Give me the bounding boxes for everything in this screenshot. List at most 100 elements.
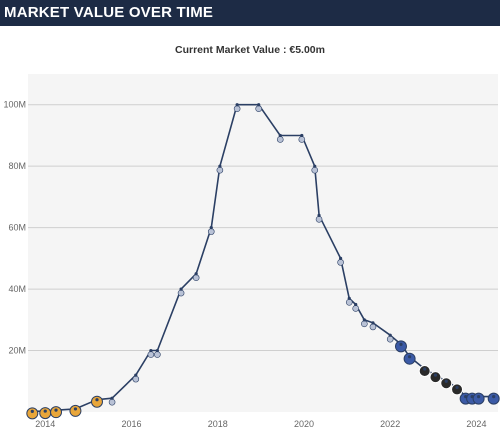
- club-badge-icon: [429, 371, 442, 384]
- data-point: [399, 342, 403, 346]
- data-point: [209, 226, 213, 230]
- data-point-marker[interactable]: [298, 133, 306, 143]
- data-point: [43, 409, 47, 413]
- club-badge-icon: [132, 375, 140, 383]
- data-point-marker[interactable]: [69, 404, 82, 417]
- y-tick-label: 80M: [8, 161, 26, 171]
- data-point: [110, 396, 114, 400]
- club-badge-icon: [386, 335, 394, 343]
- data-point: [313, 164, 317, 168]
- club-badge-icon: [394, 340, 407, 353]
- club-badge-icon: [418, 364, 431, 377]
- club-badge-icon: [39, 407, 52, 420]
- data-point-marker[interactable]: [154, 348, 161, 358]
- data-point-marker[interactable]: [451, 383, 464, 396]
- data-point: [257, 103, 261, 107]
- club-badge-icon: [487, 392, 500, 405]
- data-point-marker[interactable]: [369, 321, 377, 331]
- data-point-marker[interactable]: [90, 395, 103, 408]
- club-badge-icon: [207, 228, 215, 235]
- club-badge-icon: [337, 259, 344, 266]
- data-point-marker[interactable]: [361, 318, 368, 328]
- x-tick-label: 2016: [121, 419, 141, 429]
- club-badge-icon: [147, 351, 155, 358]
- club-badge-icon: [69, 404, 82, 417]
- data-point-marker[interactable]: [50, 406, 63, 419]
- data-point: [354, 302, 358, 307]
- club-badge-icon: [192, 274, 200, 282]
- data-point-marker[interactable]: [255, 103, 262, 113]
- data-point-marker[interactable]: [418, 364, 431, 377]
- data-point-marker[interactable]: [315, 213, 323, 223]
- club-badge-icon: [440, 377, 453, 390]
- club-badge-icon: [154, 351, 161, 358]
- data-point-marker[interactable]: [276, 133, 284, 143]
- data-point: [388, 333, 392, 337]
- data-point: [444, 379, 448, 383]
- data-point-marker[interactable]: [403, 352, 416, 365]
- data-point: [30, 409, 34, 413]
- data-point-marker[interactable]: [192, 272, 200, 282]
- data-point: [73, 407, 78, 411]
- y-tick-label: 100M: [3, 100, 26, 110]
- data-point-marker[interactable]: [26, 407, 39, 420]
- data-point-marker[interactable]: [216, 164, 224, 174]
- data-point-marker[interactable]: [394, 340, 407, 353]
- x-tick-label: 2020: [294, 419, 314, 429]
- current-market-value: Current Market Value : €5.00m: [175, 44, 325, 56]
- data-point-marker[interactable]: [472, 392, 485, 405]
- data-point-marker[interactable]: [108, 396, 116, 406]
- data-point: [54, 408, 58, 412]
- club-badge-icon: [233, 105, 241, 113]
- data-point-marker[interactable]: [337, 256, 344, 266]
- data-point: [347, 296, 351, 300]
- club-badge-icon: [216, 166, 224, 174]
- data-point: [339, 256, 343, 260]
- data-point: [155, 348, 159, 353]
- data-point: [300, 133, 304, 138]
- data-point-marker[interactable]: [207, 226, 215, 235]
- data-point: [433, 373, 438, 377]
- club-badge-icon: [315, 216, 323, 223]
- data-point-marker[interactable]: [311, 164, 319, 174]
- club-badge-icon: [403, 352, 416, 365]
- club-badge-icon: [352, 305, 360, 312]
- club-badge-icon: [108, 398, 116, 406]
- club-badge-icon: [369, 323, 377, 331]
- data-point: [218, 164, 222, 168]
- data-point: [194, 272, 198, 276]
- club-badge-icon: [276, 136, 284, 143]
- data-point: [423, 367, 427, 371]
- data-point-marker[interactable]: [233, 103, 241, 113]
- data-point-marker[interactable]: [352, 302, 360, 312]
- data-point-marker[interactable]: [132, 373, 140, 383]
- plot-area: [28, 74, 498, 412]
- data-point-marker[interactable]: [39, 407, 52, 420]
- data-point: [476, 395, 481, 399]
- x-tick-label: 2018: [208, 419, 228, 429]
- data-point-marker[interactable]: [345, 296, 353, 306]
- data-point: [149, 348, 153, 353]
- club-badge-icon: [298, 136, 306, 143]
- club-badge-icon: [255, 105, 262, 113]
- club-badge-icon: [311, 166, 319, 174]
- club-badge-icon: [50, 406, 63, 419]
- data-point: [235, 103, 239, 107]
- data-point-marker[interactable]: [429, 371, 442, 384]
- data-point: [371, 321, 375, 325]
- x-tick-label: 2022: [380, 419, 400, 429]
- data-point-marker[interactable]: [440, 377, 453, 390]
- section-header: MARKET VALUE OVER TIME: [0, 0, 500, 26]
- data-point-marker[interactable]: [177, 287, 185, 297]
- data-point-marker[interactable]: [487, 392, 500, 405]
- club-badge-icon: [26, 407, 39, 420]
- data-point: [455, 385, 459, 390]
- x-tick-label: 2014: [35, 419, 55, 429]
- data-point: [179, 287, 183, 291]
- data-point-marker[interactable]: [147, 348, 155, 358]
- club-badge-icon: [472, 392, 485, 405]
- y-tick-label: 60M: [8, 223, 26, 233]
- data-point: [95, 398, 99, 402]
- data-point-marker[interactable]: [386, 333, 394, 343]
- club-badge-icon: [451, 383, 464, 396]
